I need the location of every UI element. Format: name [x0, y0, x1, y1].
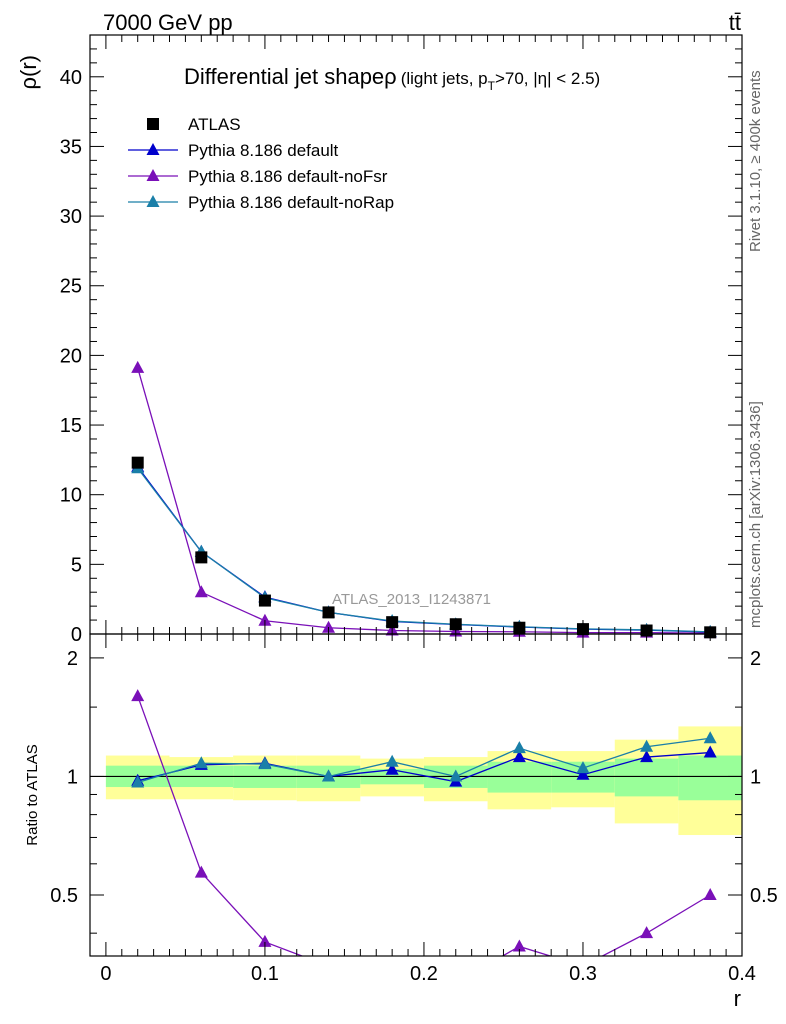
process-label: tt̄ [729, 10, 741, 35]
point-atlas [449, 618, 462, 631]
ratio-point-pythia-8-186-default [512, 750, 526, 763]
xtick-label: 0.3 [569, 963, 597, 985]
point-atlas [195, 551, 208, 564]
main-panel: 0 5 10 15 20 25 30 35 40 ρ(r) Differential jet s… [16, 34, 743, 646]
ratio-ytick-label-right: 2 [750, 648, 761, 670]
ratio-point-pythia-8-186-default-norap [194, 756, 208, 769]
legend: ATLAS Pythia 8.186 default Pythia 8.186 de… [128, 115, 394, 212]
point-atlas [322, 606, 335, 619]
xtick-label: 0 [100, 963, 111, 985]
ytick-label: 10 [60, 485, 82, 507]
xtick-label: 0.1 [251, 963, 279, 985]
legend-label-atlas: ATLAS [188, 115, 241, 134]
ratio-ytick-label-right: 0.5 [750, 885, 778, 907]
legend-marker-pythia-8-186-default [146, 143, 160, 155]
ytick-label: 0 [71, 624, 82, 646]
point-atlas [131, 456, 144, 469]
source-label: mcplots.cern.ch [arXiv:1306.3436] [747, 401, 764, 628]
title-suffix: >70, |η| < 2.5) [495, 69, 600, 88]
ytick-label: 5 [71, 554, 82, 576]
ratio-point-pythia-8-186-default-norap [131, 775, 145, 788]
ratio-ylabel: Ratio to ATLAS [24, 744, 41, 845]
title-rho: ρ [384, 64, 397, 89]
xtick-label: 0.4 [728, 963, 756, 985]
ratio-point-pythia-8-186-default-nofsr [131, 689, 145, 702]
ytick-label: 20 [60, 345, 82, 367]
legend-label-pythia-8-186-default-norap: Pythia 8.186 default-noRap [188, 193, 394, 212]
uncertainty-band-inner [487, 761, 552, 793]
ratio-line-pythia-8-186-default-nofsr [137, 695, 711, 956]
rivet-label: Rivet 3.1.10, ≥ 400k events [747, 70, 764, 252]
point-atlas [258, 594, 271, 607]
ratio-ytick-label: 2 [67, 648, 78, 670]
ratio-point-pythia-8-186-default [385, 762, 399, 775]
ratio-series [131, 689, 717, 987]
x-axis-label: r [734, 986, 741, 1011]
ratio-point-pythia-8-186-default-nofsr [449, 975, 462, 987]
ratio-point-pythia-8-186-default [576, 767, 590, 780]
legend-label-pythia-8-186-default: Pythia 8.186 default [188, 141, 339, 160]
ratio-line-pythia-8-186-default-norap [137, 737, 711, 784]
uncertainty-band-inner [678, 755, 742, 801]
ratio-ytick-label: 0.5 [50, 885, 78, 907]
ratio-point-pythia-8-186-default-nofsr [194, 865, 208, 878]
analysis-watermark: ATLAS_2013_I1243871 [332, 591, 491, 608]
title-main: Differential jet shape [184, 64, 384, 89]
point-pythia-8-186-default-nofsr [194, 585, 208, 598]
ratio-point-pythia-8-186-default [703, 745, 717, 758]
ratio-point-pythia-8-186-default-nofsr [258, 934, 272, 947]
ratio-ytick-label: 1 [67, 766, 78, 788]
svg-text:Differential jet shapeρ(light: Differential jet shapeρ (light jets, pT>7… [184, 64, 600, 93]
ratio-point-pythia-8-186-default-nofsr [322, 959, 335, 971]
ratio-point-pythia-8-186-default-nofsr [703, 887, 717, 900]
title-sub: T [488, 79, 496, 93]
ratio-point-pythia-8-186-default-nofsr [386, 975, 399, 987]
energy-label: 7000 GeV pp [103, 10, 233, 35]
title-prefix: (light jets, p [401, 69, 488, 88]
ratio-point-pythia-8-186-default-norap [703, 731, 717, 744]
ratio-point-pythia-8-186-default-nofsr [512, 939, 526, 952]
ratio-point-pythia-8-186-default-norap [449, 769, 463, 782]
ytick-label: 25 [60, 276, 82, 298]
ratio-ytick-label-right: 1 [750, 766, 761, 788]
ratio-point-pythia-8-186-default-norap [258, 757, 272, 770]
ratio-panel: 0.5 0.5 1 1 2 2 0 0.1 0.2 0.3 0.4 Ratio to ATLAS r [24, 633, 778, 1011]
ytick-label: 15 [60, 415, 82, 437]
legend-marker-pythia-8-186-default-norap [146, 195, 160, 207]
ytick-label: 30 [60, 206, 82, 228]
ratio-point-pythia-8-186-default-norap [322, 769, 336, 782]
legend-marker-atlas [147, 118, 159, 130]
ratio-point-pythia-8-186-default-norap [640, 739, 654, 752]
ratio-point-pythia-8-186-default-norap [576, 761, 590, 774]
xtick-label: 0.2 [410, 963, 438, 985]
uncertainty-band-inner [614, 758, 679, 797]
point-pythia-8-186-default-nofsr [258, 613, 272, 626]
legend-label-pythia-8-186-default-nofsr: Pythia 8.186 default-noFsr [188, 167, 388, 186]
ratio-point-pythia-8-186-default-norap [385, 754, 399, 767]
legend-marker-pythia-8-186-default-nofsr [146, 169, 160, 181]
main-title: Differential jet shapeρ (light jets, pT>7… [184, 64, 600, 93]
ytick-label: 35 [60, 136, 82, 158]
point-pythia-8-186-default-nofsr [131, 360, 145, 373]
ratio-point-pythia-8-186-default [640, 750, 654, 763]
ratio-point-pythia-8-186-default-norap [512, 741, 526, 754]
main-ylabel: ρ(r) [16, 55, 41, 90]
point-pythia-8-186-default-nofsr [322, 620, 336, 633]
point-atlas [386, 616, 399, 629]
ytick-label: 40 [60, 67, 82, 89]
ratio-frame [89, 633, 743, 957]
ratio-point-pythia-8-186-default-nofsr [640, 926, 654, 939]
